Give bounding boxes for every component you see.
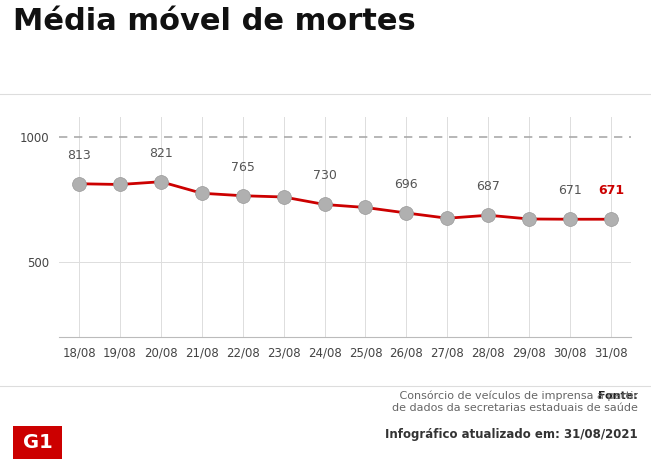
- Text: 687: 687: [477, 180, 500, 193]
- Text: Fonte:: Fonte:: [598, 391, 638, 401]
- Text: G1: G1: [23, 433, 52, 453]
- Text: 821: 821: [149, 146, 173, 160]
- Text: 730: 730: [312, 169, 337, 182]
- Text: 671: 671: [558, 184, 582, 197]
- Text: Infográfico atualizado em: 31/08/2021: Infográfico atualizado em: 31/08/2021: [385, 428, 638, 441]
- Text: 813: 813: [67, 148, 91, 161]
- Text: 671: 671: [598, 184, 624, 197]
- Text: Consórcio de veículos de imprensa a partir
de dados da secretarias estaduais de : Consórcio de veículos de imprensa a part…: [375, 391, 638, 413]
- Text: 696: 696: [395, 178, 418, 191]
- Text: Média móvel de mortes: Média móvel de mortes: [13, 7, 416, 36]
- Text: 765: 765: [231, 161, 255, 174]
